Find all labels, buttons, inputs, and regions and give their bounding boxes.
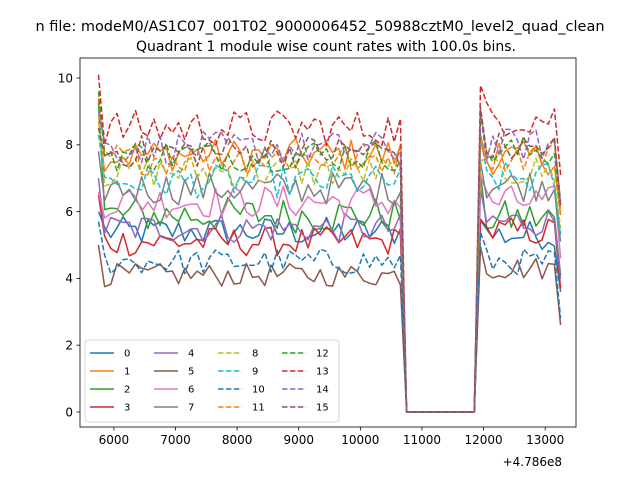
plot-area: 6000 7000 8000 9000 10000 11000 12000 13000 0 2 4 6… [58, 57, 577, 447]
series-line-8 [97, 114, 562, 413]
series-line-7 [97, 151, 562, 413]
legend-label-4: 4 [188, 349, 194, 360]
legend-label-10: 10 [252, 385, 265, 396]
legend-label-2: 2 [124, 385, 130, 396]
legend-label-3: 3 [124, 403, 130, 414]
x-tick-label: 10000 [341, 433, 379, 447]
x-tick-label: 11000 [403, 433, 441, 447]
legend-label-5: 5 [188, 367, 194, 378]
x-tick-label: 7000 [160, 433, 191, 447]
x-tick-label: 8000 [222, 433, 253, 447]
legend-label-13: 13 [316, 367, 329, 378]
axes-frame [79, 57, 577, 428]
series-line-9 [97, 134, 562, 413]
legend-label-15: 15 [316, 403, 329, 414]
chart-title: Quadrant 1 module wise count rates with … [136, 39, 516, 55]
series-lines [97, 74, 562, 413]
y-tick-label: 10 [58, 71, 73, 85]
x-tick-label: 6000 [99, 433, 130, 447]
legend-label-6: 6 [188, 385, 194, 396]
x-tick-label: 13000 [526, 433, 564, 447]
legend-label-11: 11 [252, 403, 265, 414]
series-line-10 [97, 221, 562, 413]
series-line-13 [97, 74, 562, 413]
y-tick-label: 6 [65, 205, 73, 219]
y-tick-label: 8 [65, 138, 73, 152]
series-line-14 [97, 111, 562, 413]
series-line-15 [97, 106, 562, 413]
series-line-4 [97, 178, 562, 413]
x-tick-label: 12000 [464, 433, 502, 447]
legend-label-8: 8 [252, 349, 258, 360]
legend-label-12: 12 [316, 349, 329, 360]
legend-label-14: 14 [316, 385, 329, 396]
legend-label-0: 0 [124, 349, 130, 360]
y-tick-label: 2 [65, 338, 73, 352]
figure-suptitle: n file: modeM0/AS1C07_001T02_9000006452_… [35, 19, 604, 35]
series-line-6 [97, 175, 562, 413]
x-offset-label: +4.786e8 [503, 455, 562, 469]
y-tick-label: 0 [65, 405, 73, 419]
y-tick-label: 4 [65, 272, 73, 286]
legend-label-7: 7 [188, 403, 194, 414]
legend-frame [84, 339, 340, 423]
legend-label-1: 1 [124, 367, 130, 378]
legend-label-9: 9 [252, 367, 258, 378]
series-line-5 [97, 244, 562, 413]
x-tick-label: 9000 [283, 433, 314, 447]
series-line-3 [97, 194, 562, 413]
